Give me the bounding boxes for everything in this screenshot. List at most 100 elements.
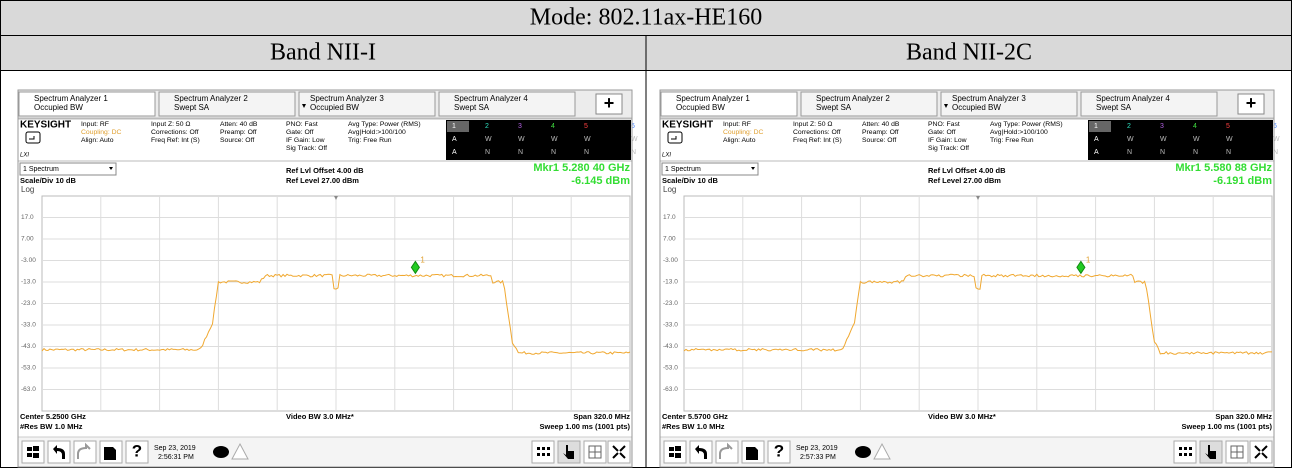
video-bandwidth: Video BW 3.0 MHz*: [928, 412, 996, 421]
file-icon: [746, 447, 758, 460]
setting: Input Z: 50 Ω: [793, 121, 832, 128]
windows-icon: [27, 446, 39, 458]
add-button-label: +: [604, 93, 615, 113]
tab[interactable]: [158, 91, 296, 117]
view-select[interactable]: [19, 162, 117, 176]
windows-button[interactable]: [21, 440, 45, 464]
windows-icon: [669, 446, 681, 458]
fullscreen-button[interactable]: [607, 440, 631, 464]
undo-button[interactable]: [47, 440, 71, 464]
scale-type: Log: [21, 185, 34, 194]
add-button[interactable]: [1237, 93, 1265, 115]
trace-cell: 3: [1160, 123, 1164, 130]
tab-mode: Swept SA: [1096, 103, 1132, 112]
undo-button[interactable]: [689, 440, 713, 464]
table-title: Mode: 802.11ax-HE160: [530, 5, 762, 31]
fullscreen-button[interactable]: [1249, 440, 1273, 464]
keypad-dot: [1179, 453, 1182, 456]
lxi-logo: LXI: [662, 153, 671, 159]
ref-marker: [976, 196, 980, 200]
redo-button[interactable]: [715, 440, 739, 464]
trace-cell: 3: [518, 123, 522, 130]
ref-level: Ref Level 27.00 dBm: [928, 176, 1001, 185]
add-button[interactable]: [595, 93, 623, 115]
trace-cell: 5: [584, 123, 588, 130]
tab[interactable]: [940, 91, 1078, 117]
setting: Align: Auto: [723, 137, 756, 144]
setting: Sig Track: Off: [928, 145, 969, 152]
trace-cell: 6: [631, 123, 635, 130]
trace-cell: N: [485, 149, 490, 156]
setting: Freq Ref: Int (S): [793, 137, 842, 144]
keypad-button[interactable]: [1173, 440, 1197, 464]
video-bandwidth: Video BW 3.0 MHz*: [286, 412, 354, 421]
setting: IF Gain: Low: [286, 137, 325, 144]
trace-cell: 2: [485, 123, 489, 130]
center-frequency: Center 5.5700 GHz: [662, 412, 728, 421]
setting: Trig: Free Run: [348, 137, 392, 144]
setting: Corrections: Off: [151, 129, 199, 136]
redo-button[interactable]: [73, 440, 97, 464]
screenshot-frame: [17, 89, 633, 468]
view-arrow: [751, 167, 755, 170]
setting: Input: RF: [723, 121, 751, 128]
return-icon: [25, 131, 41, 144]
trace-cell: W: [1273, 136, 1280, 143]
setting: PNO: Fast: [286, 121, 318, 128]
tab[interactable]: [1080, 91, 1218, 117]
undo-icon: [695, 445, 707, 459]
tab-mode: Occupied BW: [952, 103, 1001, 112]
keypad-dot: [1184, 453, 1187, 456]
view-name: 1 Spectrum: [665, 166, 701, 173]
tab-name: Spectrum Analyzer 3: [952, 94, 1026, 103]
tab[interactable]: [18, 91, 156, 117]
brand-logo: KEYSIGHT: [20, 120, 71, 131]
tab[interactable]: [800, 91, 938, 117]
y-label: -53.0: [663, 365, 678, 372]
layout-lines: [1231, 446, 1243, 458]
tab-name: Spectrum Analyzer 4: [1096, 94, 1170, 103]
trace-cell: 1: [1094, 123, 1098, 130]
windows-button[interactable]: [663, 440, 687, 464]
title-cell: [0, 0, 1292, 36]
message-icon: [855, 446, 871, 458]
marker-level: -6.145 dBm: [571, 175, 630, 187]
setting: Gate: Off: [928, 129, 956, 136]
trace-cell: 4: [551, 123, 555, 130]
help-button[interactable]: [125, 440, 149, 464]
y-label: 17.0: [663, 214, 676, 221]
marker-number: 1: [1086, 255, 1091, 264]
tab[interactable]: [298, 91, 436, 117]
center-frequency: Center 5.2500 GHz: [20, 412, 86, 421]
tab-name: Spectrum Analyzer 1: [676, 94, 750, 103]
setting: Avg Type: Power (RMS): [348, 121, 421, 128]
tab[interactable]: [438, 91, 576, 117]
setting: Preamp: Off: [220, 129, 257, 136]
help-button[interactable]: [767, 440, 791, 464]
tab-name: Spectrum Analyzer 4: [454, 94, 528, 103]
scale-div: Scale/Div 10 dB: [20, 176, 76, 185]
layout-lines: [589, 446, 601, 458]
scale-div: Scale/Div 10 dB: [662, 176, 718, 185]
trace-cell: N: [584, 149, 589, 156]
keypad-dot: [542, 447, 545, 450]
tab-mode: Swept SA: [454, 103, 490, 112]
y-label: -43.0: [663, 343, 678, 350]
header-cell: [0, 35, 647, 71]
scale-type: Log: [663, 185, 676, 194]
time: 2:56:31 PM: [158, 454, 194, 461]
marker: [410, 260, 420, 275]
view-select[interactable]: [661, 162, 759, 176]
resolution-bandwidth: #Res BW 1.0 MHz: [662, 422, 725, 431]
keypad-button[interactable]: [531, 440, 555, 464]
setting: Trig: Free Run: [990, 137, 1034, 144]
return-arrow: [29, 136, 35, 140]
y-label: -23.0: [21, 300, 36, 307]
tab-arrow: [302, 104, 306, 108]
touch-icon: [1205, 445, 1216, 459]
tab[interactable]: [660, 91, 798, 117]
ref-marker: [334, 196, 338, 200]
message-icon: [213, 446, 229, 458]
marker-level: -6.191 dBm: [1213, 175, 1272, 187]
trace-cell: N: [1160, 149, 1165, 156]
